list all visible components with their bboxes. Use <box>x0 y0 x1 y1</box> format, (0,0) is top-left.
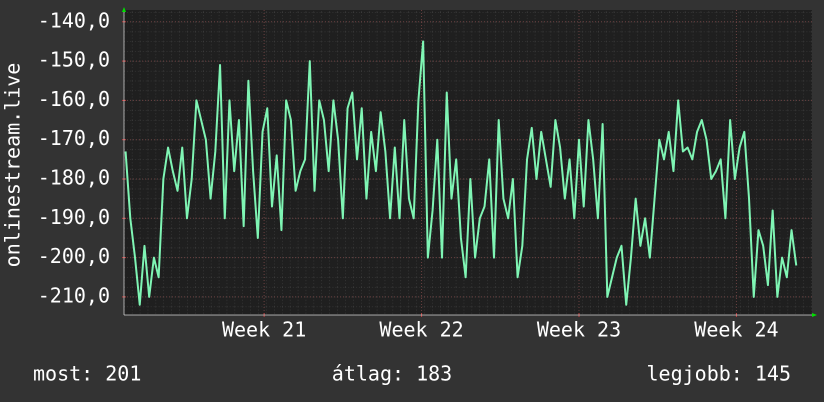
x-tick-label: Week 21 <box>222 318 306 342</box>
y-tick-label: -210,0 <box>38 283 110 307</box>
y-tick-label: -140,0 <box>38 8 110 32</box>
y-tick-label: -200,0 <box>38 244 110 268</box>
x-tick-label: Week 22 <box>379 318 463 342</box>
y-tick-label: -180,0 <box>38 166 110 190</box>
y-axis-label: onlinestream.live <box>1 63 25 268</box>
footer-average: átlag: 183 <box>332 362 452 386</box>
y-tick-label: -150,0 <box>38 48 110 72</box>
y-tick-label: -160,0 <box>38 87 110 111</box>
footer-best: legjobb: 145 <box>647 362 792 386</box>
y-arrow <box>122 7 126 12</box>
y-tick-label: -170,0 <box>38 126 110 150</box>
x-tick-label: Week 24 <box>694 318 778 342</box>
data-line <box>124 40 798 306</box>
y-tick-label: -190,0 <box>38 205 110 229</box>
plot-layer: -140,0 -150,0 -160,0 -170,0 -180,0 -190,0 -200… <box>38 8 814 342</box>
footer-current: most: 201 <box>33 362 141 386</box>
x-arrow <box>812 313 817 317</box>
x-tick-label: Week 23 <box>537 318 621 342</box>
